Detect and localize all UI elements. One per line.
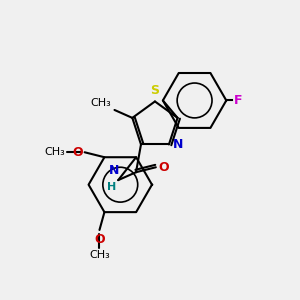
Text: CH₃: CH₃ <box>91 98 112 108</box>
Text: F: F <box>234 94 243 107</box>
Text: O: O <box>72 146 83 159</box>
Text: O: O <box>94 233 105 246</box>
Text: O: O <box>159 161 170 174</box>
Text: N: N <box>109 164 119 177</box>
Text: H: H <box>107 182 116 192</box>
Text: N: N <box>173 138 183 151</box>
Text: CH₃: CH₃ <box>44 147 65 157</box>
Text: CH₃: CH₃ <box>89 250 110 260</box>
Text: S: S <box>151 85 160 98</box>
